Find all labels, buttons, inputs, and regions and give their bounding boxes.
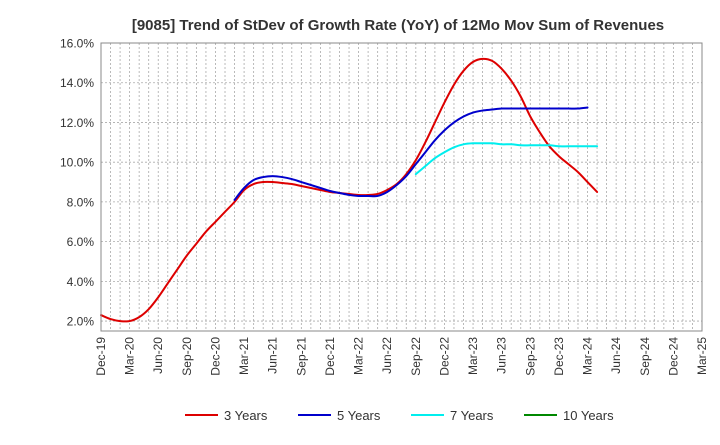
legend-label: 5 Years (337, 408, 381, 423)
y-tick-label: 8.0% (67, 195, 95, 209)
y-tick-label: 6.0% (67, 235, 95, 249)
series-lines (100, 57, 599, 323)
x-tick-label: Dec-22 (437, 337, 451, 376)
x-tick-label: Mar-25 (695, 337, 709, 375)
legend-label: 10 Years (563, 408, 614, 423)
x-tick-label: Mar-22 (352, 337, 366, 375)
x-tick-label: Sep-21 (294, 337, 308, 376)
x-tick-label: Mar-23 (466, 337, 480, 375)
x-tick-label: Dec-23 (552, 337, 566, 376)
x-tick-label: Dec-19 (94, 337, 108, 376)
x-tick-label: Sep-22 (409, 337, 423, 376)
x-tick-label: Sep-24 (638, 337, 652, 376)
series-line-7-years (414, 142, 599, 176)
x-tick-label: Jun-24 (609, 337, 623, 374)
legend-label: 7 Years (450, 408, 494, 423)
grid (100, 42, 703, 331)
x-tick-label: Dec-24 (666, 337, 680, 376)
legend-label: 3 Years (224, 408, 268, 423)
y-tick-label: 2.0% (67, 315, 95, 329)
x-tick-label: Mar-21 (237, 337, 251, 375)
y-tick-label: 14.0% (60, 76, 94, 90)
x-tick-label: Mar-24 (581, 337, 595, 375)
x-tick-label: Dec-21 (323, 337, 337, 376)
x-tick-label: Dec-20 (208, 337, 222, 376)
legend: 3 Years 5 Years 7 Years 10 Years (185, 408, 614, 423)
y-axis-tick-labels: 2.0% 4.0% 6.0% 8.0% 10.0% 12.0% 14.0% 16.0% (60, 37, 94, 329)
x-tick-label: Sep-23 (523, 337, 537, 376)
x-tick-label: Jun-22 (380, 337, 394, 374)
x-tick-label: Jun-23 (495, 337, 509, 374)
x-tick-label: Jun-21 (266, 337, 280, 374)
x-tick-label: Sep-20 (180, 337, 194, 376)
x-axis-tick-labels: Dec-19 Mar-20 Jun-20 Sep-20 Dec-20 Mar-21 Jun-… (94, 337, 709, 376)
y-tick-label: 4.0% (67, 275, 95, 289)
chart-title: [9085] Trend of StDev of Growth Rate (Yo… (132, 17, 664, 34)
y-tick-label: 12.0% (60, 116, 94, 130)
x-tick-label: Jun-20 (151, 337, 165, 374)
y-tick-label: 10.0% (60, 156, 94, 170)
plot-frame (100, 42, 703, 332)
x-tick-label: Mar-20 (123, 337, 137, 375)
series-line-3-years (100, 57, 599, 323)
y-tick-label: 16.0% (60, 37, 94, 51)
series-line-5-years (233, 106, 589, 201)
